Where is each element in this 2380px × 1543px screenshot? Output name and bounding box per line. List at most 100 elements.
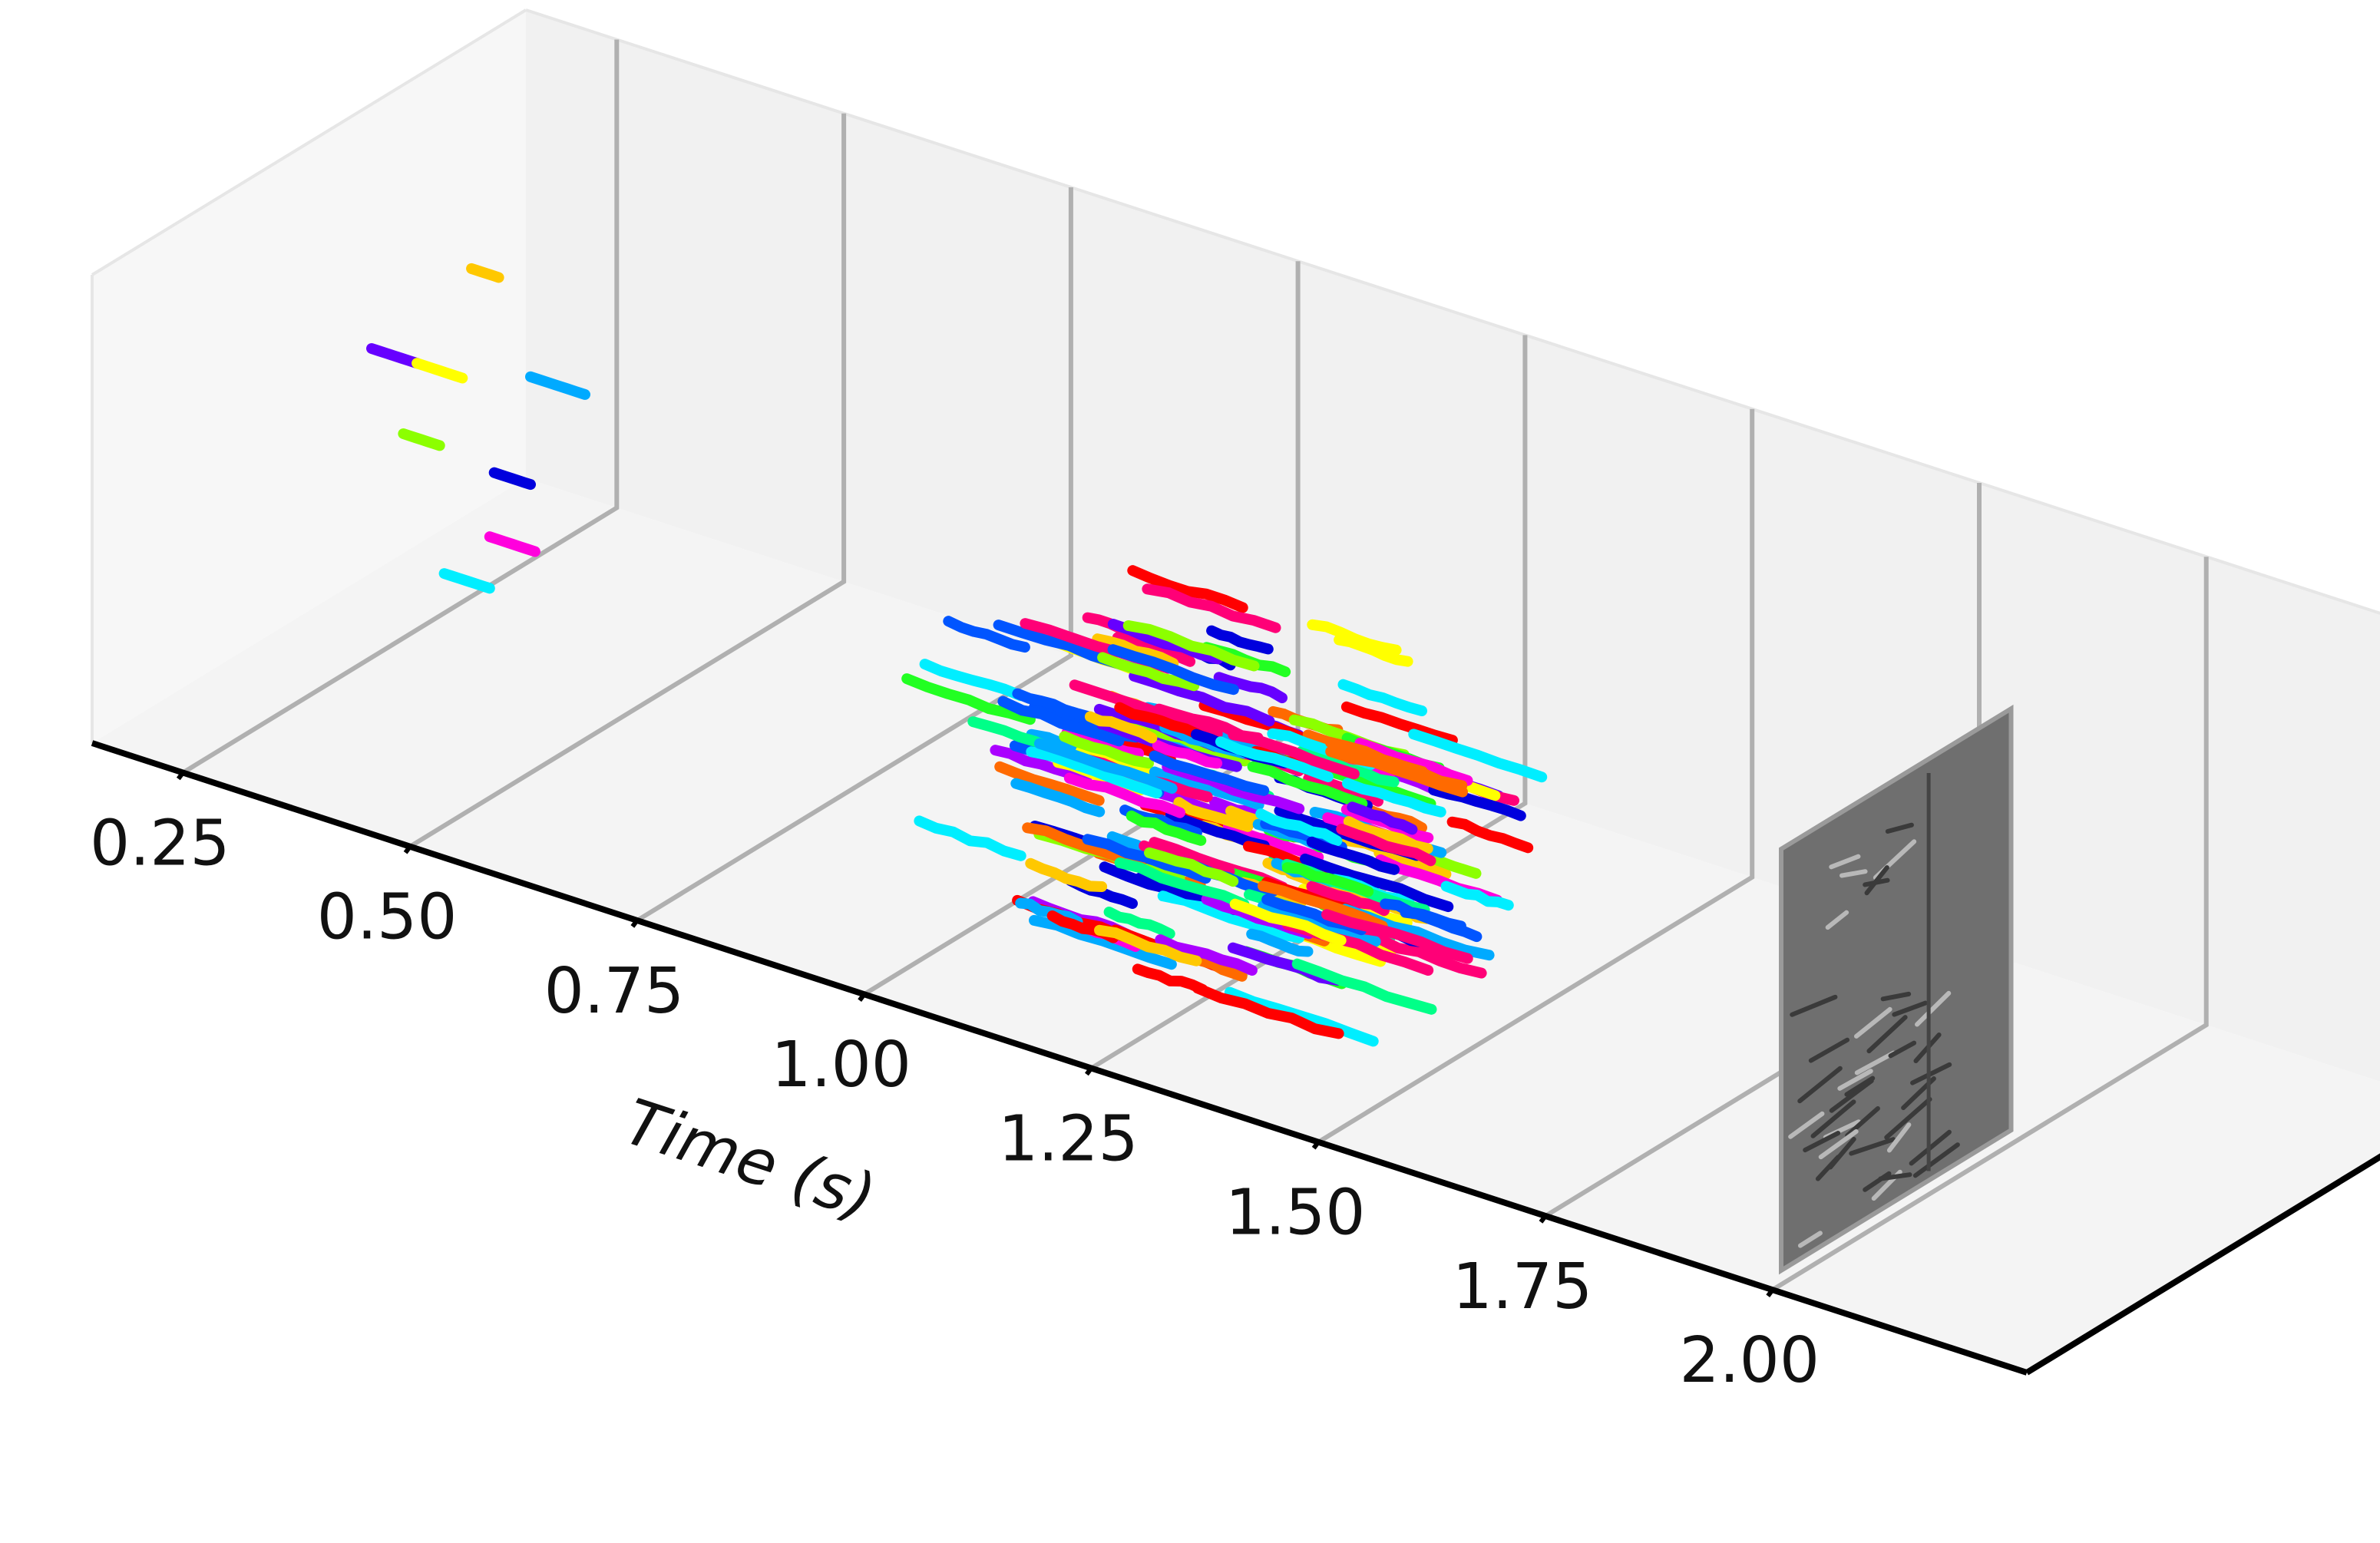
track	[1132, 963, 1208, 995]
track	[1126, 810, 1207, 846]
pane-edge	[525, 8, 2380, 615]
image-texture	[1790, 994, 1838, 1017]
pane-edge	[91, 8, 527, 276]
track	[1340, 701, 1458, 746]
track	[484, 531, 540, 557]
x-tick-mark	[1539, 1214, 1548, 1224]
x-tick-label: 0.75	[544, 955, 685, 1028]
x-tick-label: 0.50	[317, 881, 458, 954]
x-axis-line	[91, 740, 2028, 1376]
track	[1026, 746, 1162, 799]
track	[1012, 688, 1094, 722]
track	[1337, 679, 1427, 716]
track	[1246, 928, 1314, 957]
x-tick-mark	[1311, 1140, 1321, 1150]
x-tick-label: 0.25	[90, 807, 230, 880]
track	[1152, 740, 1223, 769]
track	[1010, 778, 1106, 818]
track	[1061, 727, 1145, 759]
track	[1306, 881, 1390, 917]
image-plane-frame	[1779, 704, 2014, 1275]
x-tick-mark	[1766, 1288, 1775, 1298]
image-texture	[1863, 1171, 1892, 1192]
trajectory-tracks	[366, 263, 1548, 1047]
track	[1303, 773, 1383, 807]
track	[1306, 836, 1400, 875]
track	[525, 371, 590, 400]
gridline	[636, 187, 1073, 923]
x-tick-mark	[630, 919, 640, 928]
gridline	[1317, 408, 1755, 1145]
track	[1029, 914, 1177, 970]
image-texture	[1788, 1111, 1825, 1139]
track	[1336, 824, 1436, 867]
track	[1408, 729, 1548, 783]
track	[1206, 625, 1274, 655]
track	[1097, 652, 1200, 692]
image-texture	[1837, 1069, 1873, 1091]
track	[919, 659, 1026, 702]
x-axis-label: Time (s)	[616, 1085, 884, 1234]
track	[366, 343, 423, 369]
track	[438, 568, 495, 594]
track	[1229, 898, 1347, 947]
track	[1347, 801, 1418, 835]
track	[1129, 670, 1275, 727]
gridline	[408, 113, 847, 849]
image-texture	[1884, 1097, 1932, 1140]
gridline	[1771, 557, 2209, 1292]
gridline	[181, 39, 620, 775]
track	[1107, 644, 1239, 696]
axis-lines	[91, 740, 2380, 1376]
image-texture	[1845, 1106, 1880, 1138]
track	[1084, 711, 1158, 744]
image-texture	[1886, 1122, 1912, 1153]
x-tick-label: 2.00	[1679, 1324, 1820, 1397]
track	[1149, 766, 1264, 811]
track	[1343, 816, 1433, 854]
x-tick-label: 1.50	[1225, 1177, 1366, 1250]
image-texture	[1818, 1128, 1859, 1160]
track	[1321, 909, 1473, 964]
image-texture	[1797, 1066, 1843, 1104]
image-texture	[1829, 854, 1861, 870]
track	[1157, 890, 1305, 943]
track	[1173, 797, 1254, 832]
track	[1114, 857, 1250, 910]
track	[412, 358, 468, 384]
image-texture	[1808, 1037, 1850, 1063]
track	[1228, 729, 1360, 780]
track	[488, 467, 536, 491]
track	[1342, 778, 1446, 818]
track	[1215, 736, 1334, 782]
image-texture	[1880, 991, 1912, 1002]
track	[1354, 738, 1473, 786]
track	[1122, 620, 1260, 672]
image-texture	[1910, 1062, 1952, 1085]
image-texture	[1912, 1142, 1960, 1178]
image-texture	[1839, 869, 1868, 878]
track	[1255, 808, 1343, 847]
track	[1291, 958, 1437, 1015]
image-texture	[1864, 865, 1889, 896]
image-texture	[1915, 990, 1952, 1027]
x-tick-mark	[1085, 1066, 1093, 1076]
track	[1380, 898, 1466, 932]
track	[1103, 907, 1175, 940]
track	[398, 428, 445, 451]
track	[1258, 881, 1388, 932]
track	[1334, 634, 1413, 667]
image-texture	[1849, 1137, 1896, 1156]
image-texture	[1854, 1050, 1896, 1075]
track	[1192, 983, 1344, 1039]
x-tick-mark	[858, 993, 867, 1003]
track	[914, 815, 1026, 861]
image-texture	[1853, 1006, 1892, 1039]
track	[1127, 565, 1248, 613]
track	[1059, 731, 1154, 769]
track	[1063, 772, 1185, 818]
track	[1094, 924, 1202, 966]
track	[1144, 847, 1239, 887]
track	[1428, 785, 1526, 821]
